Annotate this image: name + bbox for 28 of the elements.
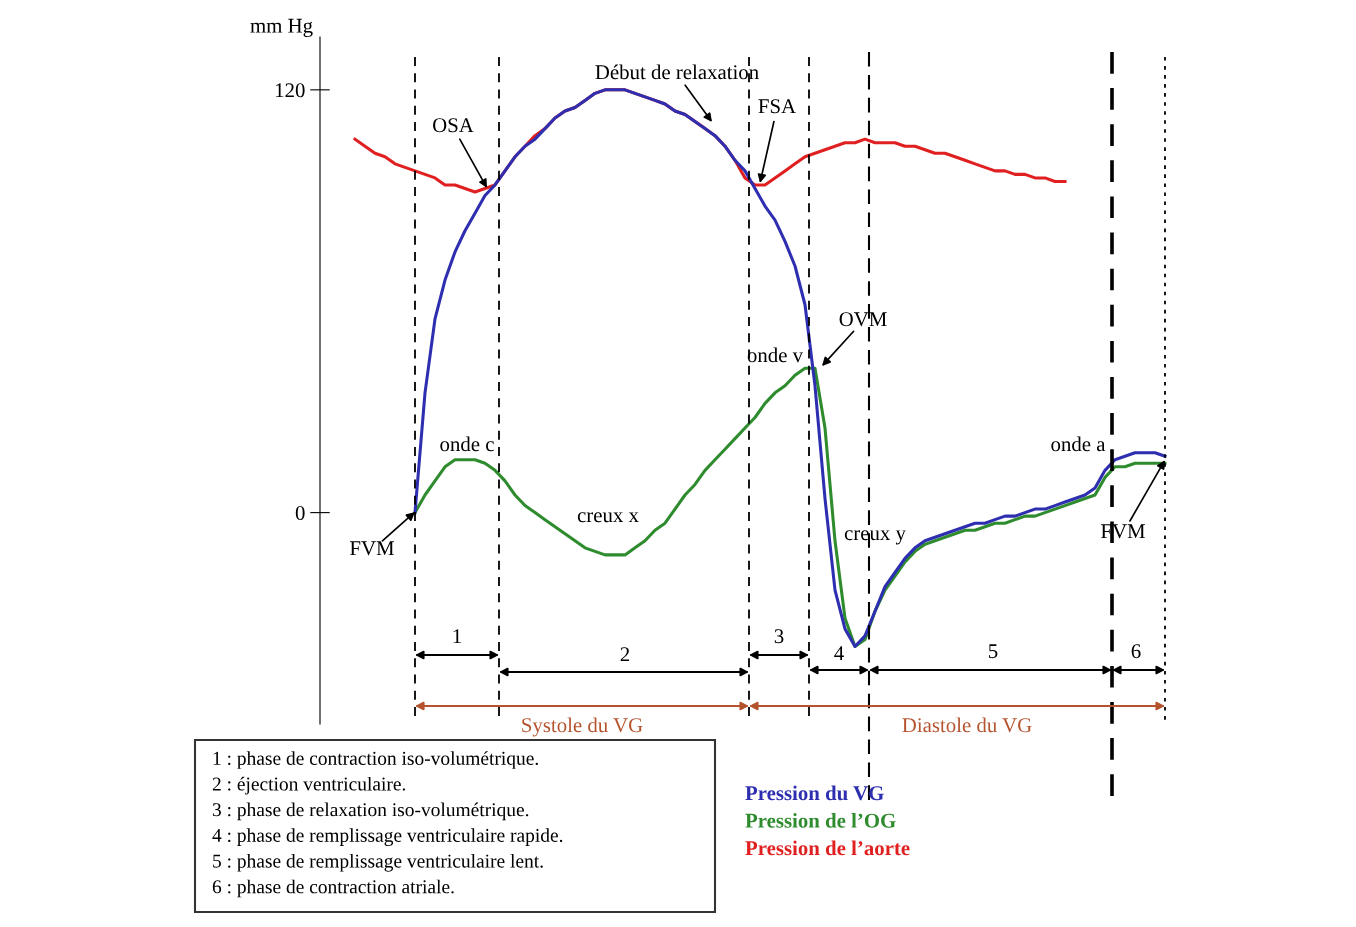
annotation: onde a xyxy=(1051,436,1106,452)
annotation: 2 xyxy=(620,647,630,662)
annotation: FSA xyxy=(758,99,796,114)
annotation: 6 xyxy=(1131,644,1141,659)
text: 1 : phase de contraction iso-volumétrique. xyxy=(213,751,538,769)
annotation: OSA xyxy=(433,118,474,133)
annotation: Début de relaxation xyxy=(595,64,759,80)
text: 5 : phase de remplissage ventriculaire lent. xyxy=(213,853,543,872)
annotation: 1 xyxy=(453,629,461,644)
y-tick-label: 120 xyxy=(276,83,305,98)
annotation: creux x xyxy=(577,512,639,523)
annotation: Systole du VG xyxy=(522,717,643,737)
text: 6 : phase de contraction atriale. xyxy=(212,879,454,898)
annotation: 3 xyxy=(774,629,784,644)
text: Pression de l’aorte xyxy=(745,840,910,856)
annotation: Diastole du VG xyxy=(902,717,1032,733)
annotation: FVM xyxy=(350,541,394,556)
annotation: onde v xyxy=(747,347,804,363)
annotation: 5 xyxy=(989,644,998,659)
annotation: OVM xyxy=(839,312,887,327)
y-axis-title: mm Hg xyxy=(250,18,313,37)
annotation: 4 xyxy=(834,646,844,661)
text: Pression de l’OG xyxy=(745,813,896,828)
annotation: onde c xyxy=(440,436,494,452)
y-tick-label: 0 xyxy=(295,505,305,521)
text: 2 : éjection ventriculaire. xyxy=(212,776,406,795)
text: 3 : phase de relaxation iso-volumétrique. xyxy=(212,802,529,821)
text: 4 : phase de remplissage ventriculaire rapide. xyxy=(212,828,563,846)
